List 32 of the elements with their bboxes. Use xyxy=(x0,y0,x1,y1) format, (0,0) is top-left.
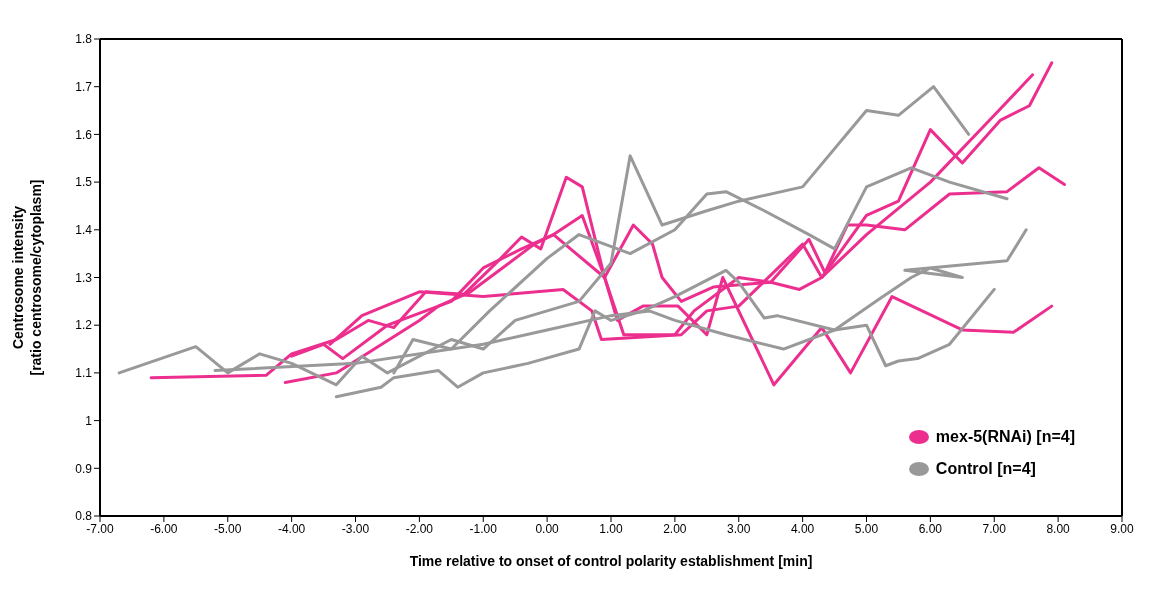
y-tick-label: 1.2 xyxy=(75,318,93,333)
legend-label: Control [n=4] xyxy=(935,460,1036,478)
legend-label: mex-5(RNAi) [n=4] xyxy=(935,428,1075,446)
y-axis-title: Centrosome intensity [ratio centrosome/cytoplasm] xyxy=(10,179,44,376)
y-tick-label: 0.8 xyxy=(75,509,93,524)
x-tick-label: 1.00 xyxy=(599,521,623,536)
y-tick-label: 1.4 xyxy=(75,223,93,238)
x-tick-label: 7.00 xyxy=(982,521,1007,536)
x-tick-label: -5.00 xyxy=(214,521,242,536)
x-tick-label: -3.00 xyxy=(341,521,370,536)
x-tick-label: 9.00 xyxy=(1110,521,1134,536)
y-tick-label: 0.9 xyxy=(75,461,93,476)
y-tick-label: 1.6 xyxy=(75,127,93,142)
x-tick-label: -1.00 xyxy=(469,521,498,536)
x-tick-label: -4.00 xyxy=(277,521,306,536)
y-tick-label: 1.8 xyxy=(75,32,93,47)
x-axis-title: Time relative to onset of control polarity establishment [min] xyxy=(409,553,813,569)
x-tick-label: 8.00 xyxy=(1046,521,1071,536)
x-tick-label: 6.00 xyxy=(918,521,943,536)
x-tick-label: 2.00 xyxy=(663,521,687,536)
y-tick-label: 1 xyxy=(85,413,93,428)
x-tick-label: 3.00 xyxy=(727,521,751,536)
x-tick-label: 4.00 xyxy=(790,521,815,536)
x-tick-label: 0.00 xyxy=(535,521,560,536)
x-tick-label: -2.00 xyxy=(405,521,434,536)
y-tick-label: 1.5 xyxy=(75,175,93,190)
y-tick-label: 1.1 xyxy=(75,366,93,381)
x-tick-label: 5.00 xyxy=(854,521,879,536)
x-tick-label: -6.00 xyxy=(150,521,178,536)
y-tick-label: 1.3 xyxy=(75,270,93,285)
x-tick-label: -7.00 xyxy=(86,521,114,536)
y-tick-label: 1.7 xyxy=(75,79,93,94)
